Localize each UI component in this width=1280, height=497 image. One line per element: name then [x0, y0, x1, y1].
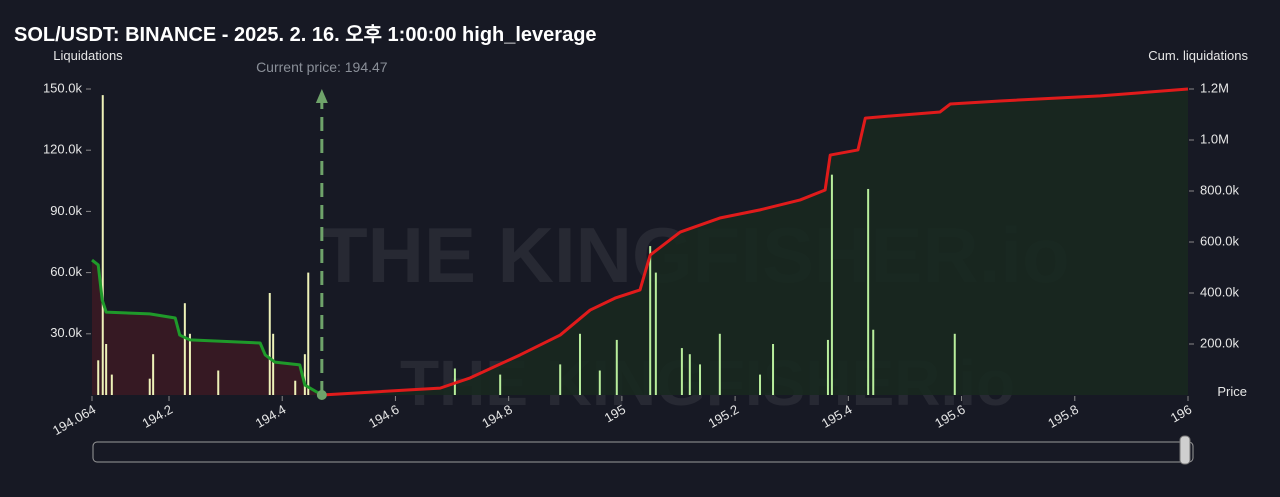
y2-tick-label: 1.0M — [1200, 131, 1229, 146]
bar — [183, 303, 186, 395]
bar — [872, 329, 875, 395]
bar — [759, 374, 762, 395]
bar — [499, 374, 502, 395]
cum-area — [321, 89, 1188, 395]
y-tick-label: 60.0k — [50, 264, 82, 279]
current-price-arrow — [315, 89, 328, 103]
y2-tick-label: 1.2M — [1200, 80, 1229, 95]
y2-tick-label: 600.0k — [1200, 233, 1240, 248]
y-tick-label: 150.0k — [43, 80, 83, 95]
bar — [598, 370, 601, 395]
bar — [867, 188, 870, 395]
current-price-dot — [316, 390, 327, 400]
y-tick-label: 120.0k — [43, 142, 83, 157]
bar — [772, 344, 775, 395]
slider-track[interactable] — [92, 441, 1194, 463]
chart-title: SOL/USDT: BINANCE - 2025. 2. 16. 오후 1:00… — [14, 23, 597, 46]
bar — [105, 344, 108, 395]
cum-line — [91, 258, 323, 397]
bar — [830, 174, 833, 395]
y2-tick-label: 800.0k — [1200, 182, 1240, 197]
range-slider[interactable] — [92, 435, 1194, 465]
x-axis-title: Price — [1217, 384, 1247, 399]
bar — [217, 370, 220, 395]
bar — [110, 374, 113, 395]
y-tick-label: 30.0k — [50, 325, 82, 340]
x-tick-label: 194.6 — [366, 402, 402, 431]
bar — [268, 293, 271, 395]
y-axis-title: Liquidations — [53, 48, 123, 63]
bar — [953, 333, 956, 395]
bar — [615, 339, 618, 395]
bar — [559, 364, 562, 395]
current-price-label: Current price: 194.47 — [256, 59, 388, 75]
bar — [148, 378, 151, 395]
bar — [152, 354, 155, 395]
y2-axis-title: Cum. liquidations — [1148, 48, 1248, 63]
bar — [578, 333, 581, 395]
cum-line — [321, 87, 1189, 397]
x-tick-label: 195.8 — [1045, 402, 1081, 431]
bar — [699, 364, 702, 395]
y2-tick-label: 400.0k — [1200, 284, 1240, 299]
x-tick-label: 194.4 — [253, 402, 289, 431]
bar — [272, 333, 275, 395]
x-tick-label: 194.2 — [140, 402, 176, 431]
bar — [188, 333, 191, 395]
bar — [649, 246, 652, 395]
x-tick-label: 194.064 — [50, 402, 98, 438]
bar — [303, 354, 306, 395]
bar — [294, 380, 297, 395]
x-tick-label: 196 — [1168, 402, 1194, 426]
bar — [101, 95, 104, 396]
slider-handle[interactable] — [1179, 435, 1191, 465]
bar — [307, 272, 310, 395]
y-tick-label: 90.0k — [50, 203, 82, 218]
bar — [718, 333, 721, 395]
bar — [654, 272, 657, 395]
bar — [97, 360, 100, 395]
cum-area — [92, 260, 322, 395]
bar — [688, 354, 691, 395]
bar — [680, 348, 683, 395]
y2-tick-label: 200.0k — [1200, 335, 1240, 350]
bar — [826, 339, 829, 395]
